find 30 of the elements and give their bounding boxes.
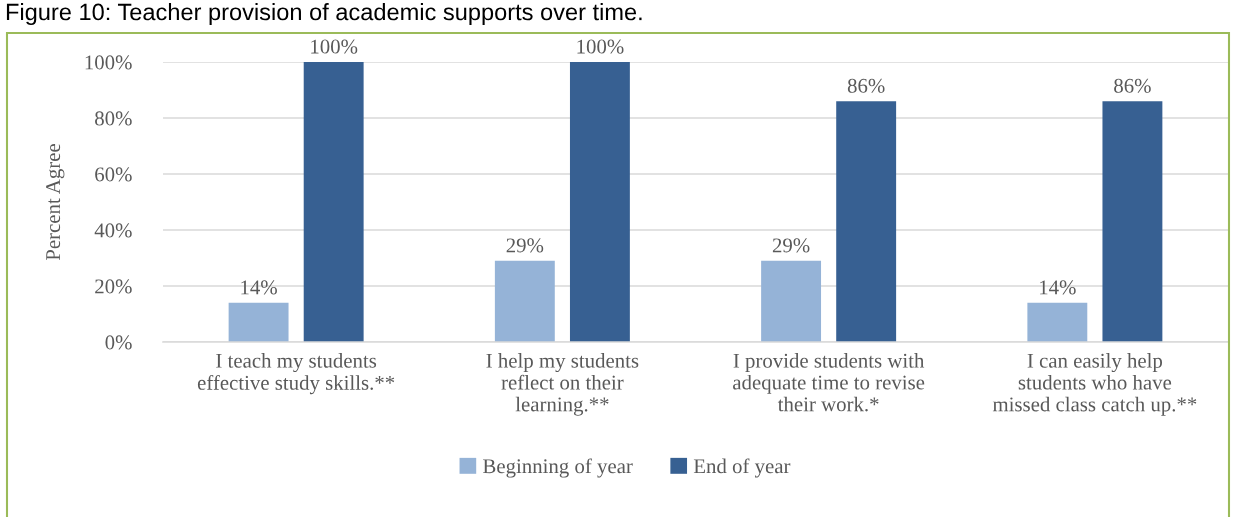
x-tick-label: I can easily help students who have missed class catch up.** bbox=[992, 353, 1197, 416]
y-tick-label: 20% bbox=[95, 279, 132, 294]
x-tick-label: I provide students with adequate time to revise their work.* bbox=[733, 353, 925, 412]
bar bbox=[1102, 101, 1163, 342]
data-label: 29% bbox=[506, 238, 544, 253]
bar bbox=[494, 260, 555, 342]
data-label: 100% bbox=[577, 39, 624, 54]
legend-label: Beginning of year bbox=[483, 458, 633, 478]
x-tick-label: I teach my students effective study skills.** bbox=[197, 353, 395, 395]
y-tick-label: 40% bbox=[94, 223, 132, 238]
legend-label: End of year bbox=[693, 458, 791, 478]
y-tick-label: 100% bbox=[85, 55, 132, 70]
data-label: 14% bbox=[241, 280, 277, 295]
data-label: 86% bbox=[1114, 78, 1151, 93]
bar bbox=[228, 302, 289, 342]
bar bbox=[1027, 302, 1088, 342]
bar bbox=[836, 101, 897, 342]
bar bbox=[569, 62, 630, 342]
y-tick-label: 0% bbox=[105, 335, 132, 350]
x-tick-label: I help my students reflect on their learning.** bbox=[486, 353, 639, 416]
bar bbox=[303, 62, 364, 342]
data-label: 86% bbox=[847, 78, 885, 93]
y-axis-title: Percent Agree bbox=[46, 144, 65, 261]
chart-title: Figure 10: Teacher provision of academic supports over time. bbox=[6, 3, 642, 26]
y-tick-label: 60% bbox=[95, 167, 132, 182]
data-label: 14% bbox=[1040, 280, 1076, 295]
y-tick-label: 80% bbox=[95, 111, 132, 126]
data-label: 29% bbox=[772, 238, 810, 253]
data-label: 100% bbox=[311, 39, 358, 54]
bar bbox=[761, 260, 822, 342]
